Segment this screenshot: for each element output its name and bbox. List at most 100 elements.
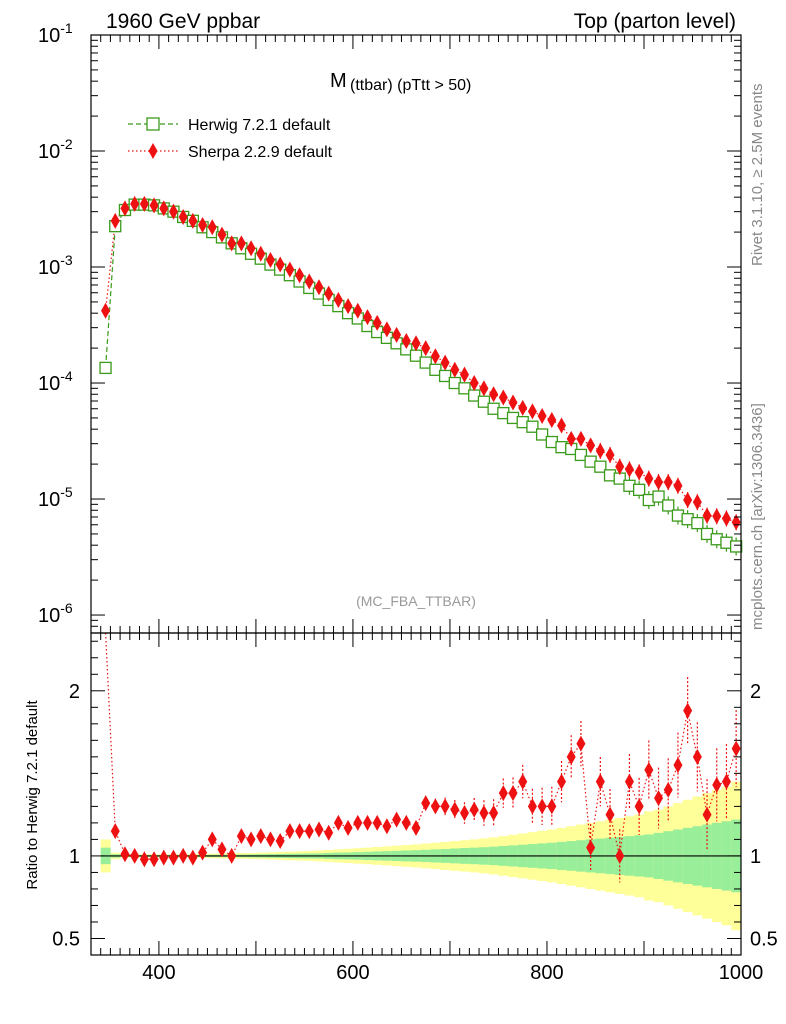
sherpa-point [576,430,586,447]
y-tick-label-main: 10-6 [38,600,73,627]
sherpa-ratio-point [605,806,615,823]
legend-herwig-symbol [128,117,178,131]
sherpa-point [731,514,741,531]
sherpa-point [634,464,644,481]
sherpa-point [508,394,518,411]
y-tick-label-main: 10-3 [38,252,73,279]
analysis-tag: (MC_FBA_TTBAR) [356,593,476,609]
sherpa-point [605,446,615,463]
sherpa-ratio-point [634,798,644,815]
herwig-point [594,460,607,473]
sherpa-ratio-point [654,790,664,807]
sherpa-ratio-point [479,804,489,821]
sherpa-point [692,494,702,511]
sherpa-ratio-point [217,841,227,858]
sherpa-point [314,279,324,296]
sherpa-point [382,321,392,338]
sherpa-point [498,389,508,406]
sherpa-ratio-point [518,773,528,790]
sherpa-ratio-point [663,781,673,798]
y-tick-label-ratio: 0.5 [52,928,80,950]
sherpa-point [275,256,285,273]
sherpa-point [654,474,664,491]
y-tick-label-ratio: 1 [69,846,80,868]
sherpa-ratio-point [362,814,372,831]
legend-herwig-label: Herwig 7.2.1 default [188,117,331,134]
sherpa-point [430,348,440,365]
sherpa-ratio-point [460,804,470,821]
header-right: Top (parton level) [574,10,736,33]
x-tick-label: 1000 [719,962,764,984]
sherpa-point [712,508,722,525]
sherpa-point [236,235,246,252]
sherpa-point [392,326,402,343]
x-tick-label: 600 [336,962,369,984]
sherpa-point [372,314,382,331]
sherpa-point [246,240,256,257]
sherpa-point [159,200,169,217]
sherpa-ratio-point [372,814,382,831]
plot-title-main: M [330,70,347,92]
plot-title-sub: (ttbar) (pTtt > 50) [350,77,471,94]
sherpa-ratio-point [324,824,334,841]
sherpa-point [566,430,576,447]
sherpa-ratio-point [527,798,537,815]
sherpa-ratio-point [207,831,217,848]
y-tick-label-ratio-right: 0.5 [750,928,778,950]
sherpa-point [615,458,625,475]
sherpa-point [721,510,731,527]
sherpa-point [586,437,596,454]
sherpa-ratio-point [275,833,285,850]
sherpa-point [557,417,567,434]
sherpa-point [188,212,198,229]
sherpa-point [333,291,343,308]
sherpa-ratio-point [149,851,159,868]
sherpa-ratio-point [295,823,305,840]
y-tick-label-main: 10-1 [38,20,73,47]
sherpa-ratio-point [130,847,140,864]
sherpa-point [644,470,654,487]
sherpa-point [130,195,140,212]
sherpa-ratio-point [285,823,295,840]
sherpa-ratio-point [227,847,237,864]
sherpa-ratio-point [683,702,693,719]
sherpa-ratio-point [557,773,567,790]
herwig-point [652,490,665,503]
y-tick-label-ratio-right: 2 [750,681,761,703]
sherpa-ratio-point [498,785,508,802]
sherpa-point [411,335,421,352]
sherpa-ratio-point [644,762,654,779]
sherpa-ratio-point [430,798,440,815]
herwig-point [729,540,743,553]
sherpa-ratio-point [401,814,411,831]
sherpa-ratio-point [265,831,275,848]
herwig-point [419,356,432,369]
sherpa-ratio-point [421,795,431,812]
herwig-point [99,361,112,375]
sherpa-ratio-point [721,773,731,790]
sherpa-ratio-point [508,785,518,802]
sherpa-point [595,442,605,459]
sherpa-point [547,411,557,428]
sherpa-ratio-point [537,798,547,815]
y-tick-label-ratio: 2 [69,681,80,703]
ratio-frame [90,632,742,956]
sherpa-ratio-point [246,831,256,848]
sherpa-point [120,200,130,217]
herwig-point [632,483,646,496]
sherpa-ratio-point [595,773,605,790]
sherpa-point [324,285,334,302]
ratio-panel: 0.5 0.5 1 1 2 2 400 600 800 1000 Ratio to Herwig … [24,632,778,984]
sherpa-point [110,212,120,229]
sherpa-point [440,354,450,371]
sherpa-ratio-point [731,740,741,757]
legend-sherpa-symbol [128,143,178,159]
sherpa-ratio-point [120,846,130,863]
y-tick-label-ratio-right: 1 [750,846,761,868]
sherpa-ratio-point [333,814,343,831]
legend-sherpa-label: Sherpa 2.2.9 default [188,144,333,161]
sherpa-point [537,407,547,424]
sherpa-ratio-point [198,844,208,861]
sherpa-ratio-point [110,823,120,840]
